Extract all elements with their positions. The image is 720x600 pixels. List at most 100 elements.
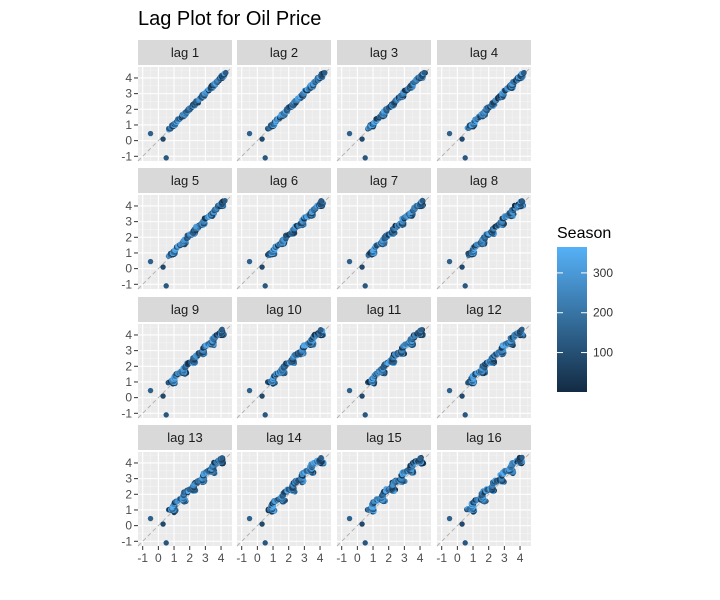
- data-point: [418, 327, 425, 333]
- facet-panel-2: lag 2: [236, 40, 332, 162]
- x-tick-label: 3: [202, 551, 209, 565]
- y-tick-label: 4: [125, 199, 132, 213]
- data-point: [446, 130, 453, 137]
- y-tick-label: 1: [125, 503, 132, 517]
- data-point: [262, 412, 268, 418]
- y-tick-label: 0: [125, 134, 132, 148]
- y-tick-label: -1: [121, 149, 132, 163]
- data-point: [262, 283, 268, 289]
- y-tick-label: 4: [125, 328, 132, 342]
- data-point: [163, 155, 169, 161]
- data-point: [246, 258, 253, 265]
- data-point: [147, 130, 154, 137]
- data-point: [359, 136, 365, 142]
- data-point: [163, 412, 169, 418]
- data-point: [160, 264, 166, 270]
- y-tick-label: 1: [125, 375, 132, 389]
- facet-strip-label: lag 7: [370, 173, 398, 188]
- scatter-points: [246, 197, 326, 289]
- y-tick-label: 2: [125, 487, 132, 501]
- data-point: [446, 258, 453, 265]
- data-point: [318, 197, 324, 204]
- scatter-points: [346, 197, 426, 289]
- x-tick-label: 0: [155, 551, 162, 565]
- data-point: [219, 455, 225, 461]
- y-tick-label: 3: [125, 472, 132, 486]
- scatter-points: [246, 69, 328, 161]
- data-point: [246, 130, 253, 137]
- facet-strip: [237, 297, 331, 322]
- y-tick-label: 4: [125, 456, 132, 470]
- facet-strip-label: lag 13: [167, 430, 202, 445]
- facet-strip-label: lag 8: [470, 173, 498, 188]
- y-tick-label: 3: [125, 87, 132, 101]
- facet-strip-label: lag 9: [171, 302, 199, 317]
- scatter-points: [147, 197, 228, 289]
- y-tick-label: 4: [125, 71, 132, 85]
- facet-panel-14: lag 14-1 0 1 2 3 4: [236, 425, 332, 565]
- y-tick-label: 0: [125, 519, 132, 533]
- data-point: [147, 387, 154, 394]
- data-point: [359, 393, 365, 399]
- y-tick-label: 2: [125, 359, 132, 373]
- data-point: [462, 155, 468, 161]
- facet-strip: [138, 168, 232, 193]
- facet-strip-label: lag 2: [270, 45, 298, 60]
- scatter-points: [346, 69, 428, 161]
- facet-strip: [138, 425, 232, 450]
- chart-title: Lag Plot for Oil Price: [138, 8, 321, 30]
- scatter-points: [147, 455, 226, 546]
- facet-strip-label: lag 12: [466, 302, 501, 317]
- scatter-points: [446, 326, 527, 418]
- y-tick-label: 0: [125, 391, 132, 405]
- scatter-points: [446, 69, 527, 161]
- facet-strip: [138, 40, 232, 65]
- data-point: [421, 69, 427, 76]
- y-tick-label: 3: [125, 215, 132, 229]
- data-point: [163, 540, 169, 546]
- data-point: [147, 258, 154, 265]
- data-point: [259, 393, 265, 399]
- data-point: [419, 197, 426, 204]
- facet-strip: [337, 168, 431, 193]
- facet-strip-label: lag 5: [171, 173, 199, 188]
- data-point: [362, 283, 368, 289]
- y-tick-label: -1: [121, 277, 132, 291]
- x-tick-label: -1: [137, 551, 148, 565]
- x-tick-label: 1: [171, 551, 178, 565]
- facet-strip-label: lag 3: [370, 45, 398, 60]
- data-point: [160, 136, 166, 142]
- data-point: [519, 326, 525, 333]
- facet-strip-label: lag 4: [470, 45, 498, 60]
- scatter-points: [147, 69, 229, 161]
- facet-panel-3: lag 3: [336, 40, 432, 162]
- facet-strip: [437, 40, 531, 65]
- data-point: [459, 136, 465, 142]
- data-point: [446, 387, 453, 394]
- data-point: [219, 326, 225, 333]
- data-point: [521, 69, 527, 76]
- data-point: [160, 393, 166, 399]
- facet-panel-4: lag 4: [436, 40, 532, 162]
- y-tick-label: 1: [125, 118, 132, 132]
- data-point: [459, 393, 465, 399]
- facet-strip-label: lag 1: [171, 45, 199, 60]
- data-point: [346, 130, 353, 137]
- scatter-points: [246, 326, 327, 418]
- facet-strip: [337, 40, 431, 65]
- data-point: [362, 412, 368, 418]
- facet-strip: [237, 425, 331, 450]
- data-point: [223, 69, 229, 76]
- data-point: [147, 515, 154, 522]
- facet-panel-12: lag 12: [436, 297, 532, 419]
- data-point: [259, 264, 265, 270]
- data-point: [246, 387, 253, 394]
- data-point: [359, 264, 365, 270]
- data-point: [459, 264, 465, 270]
- y-tick-label: 2: [125, 102, 132, 116]
- x-tick-label: 4: [218, 551, 225, 565]
- scatter-points: [147, 326, 227, 418]
